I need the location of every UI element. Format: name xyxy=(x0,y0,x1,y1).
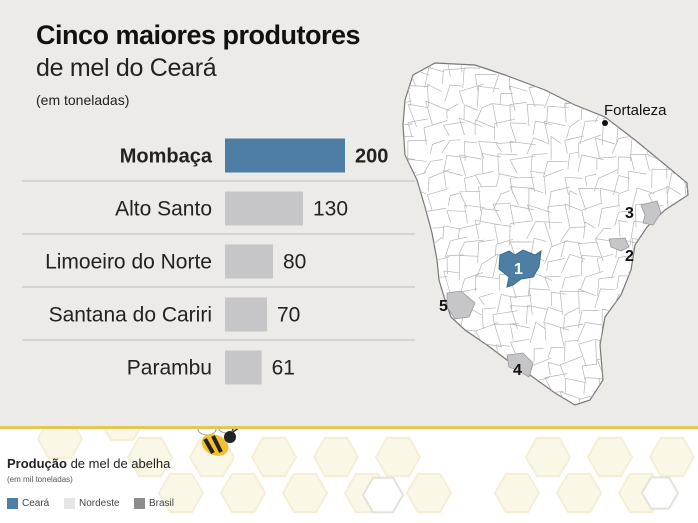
fortaleza-label: Fortaleza xyxy=(604,102,667,119)
category-label: Santana do Cariri xyxy=(49,304,212,327)
honeycomb-cell xyxy=(405,472,453,514)
bar-0 xyxy=(225,138,345,173)
bar-chart: Mombaça 200 Alto Santo 130 Limoeiro do Norte… xyxy=(22,138,415,385)
honeycomb-cell xyxy=(524,436,572,478)
honeycomb-cell xyxy=(586,436,634,478)
legend-panel: Produção de mel de abelha (em mil tonela… xyxy=(0,426,698,523)
map-number-1: 1 xyxy=(514,261,523,278)
category-label: Parambu xyxy=(127,357,212,380)
honeycomb-cell xyxy=(374,436,422,478)
map-number-3: 3 xyxy=(625,205,634,222)
honeycomb-cell xyxy=(157,472,205,514)
category-label: Alto Santo xyxy=(115,198,212,221)
honeycomb-cell xyxy=(640,476,680,510)
value-label: 130 xyxy=(313,198,348,221)
honeycomb-cell xyxy=(555,472,603,514)
legend-item-ceara: Ceará xyxy=(7,498,49,509)
honeycomb-cell xyxy=(103,429,141,442)
legend-unit: (em mil toneladas) xyxy=(7,475,73,484)
legend-swatch-nordeste xyxy=(64,498,75,509)
bar-4 xyxy=(225,350,262,385)
value-label: 70 xyxy=(277,304,300,327)
legend-swatch-brasil xyxy=(134,498,145,509)
page-subtitle: de mel do Ceará xyxy=(36,54,217,82)
bee-icon xyxy=(197,429,239,456)
legend-swatch-ceara xyxy=(7,498,18,509)
honeycomb-cell xyxy=(312,436,360,478)
region-alto-santo xyxy=(640,200,662,226)
honeycomb-cell xyxy=(648,436,696,478)
map-number-5: 5 xyxy=(439,298,448,315)
bar-3 xyxy=(225,297,267,332)
legend-item-nordeste: Nordeste xyxy=(64,498,120,509)
value-label: 61 xyxy=(272,357,295,380)
fortaleza-marker xyxy=(602,120,608,126)
value-label: 80 xyxy=(283,251,306,274)
bar-2 xyxy=(225,244,273,279)
map-number-2: 2 xyxy=(625,248,634,265)
legend-item-brasil: Brasil xyxy=(134,498,174,509)
page-title: Cinco maiores produtores xyxy=(36,20,361,50)
ceara-map: Fortaleza 1 2 3 4 5 xyxy=(402,62,689,406)
honeycomb-cell xyxy=(361,476,405,514)
category-label: Limoeiro do Norte xyxy=(45,251,212,274)
honeycomb-cell xyxy=(219,472,267,514)
honeycomb-cell xyxy=(281,472,329,514)
region-mombaca xyxy=(498,249,542,288)
value-label: 200 xyxy=(355,146,388,168)
honeycomb-cell xyxy=(250,436,298,478)
state-shape xyxy=(402,62,689,406)
honeycomb-cell xyxy=(493,472,541,514)
region-santana xyxy=(446,290,476,320)
map-number-4: 4 xyxy=(513,362,522,379)
unit-label: (em toneladas) xyxy=(36,92,130,108)
category-label: Mombaça xyxy=(120,146,213,168)
honeycomb-cell xyxy=(126,436,174,478)
region-limoeiro xyxy=(608,237,630,252)
bar-1 xyxy=(225,191,303,226)
legend-title: Produção de mel de abelha xyxy=(7,456,171,471)
region-parambu xyxy=(506,352,534,378)
honeycomb-cell xyxy=(36,429,84,460)
